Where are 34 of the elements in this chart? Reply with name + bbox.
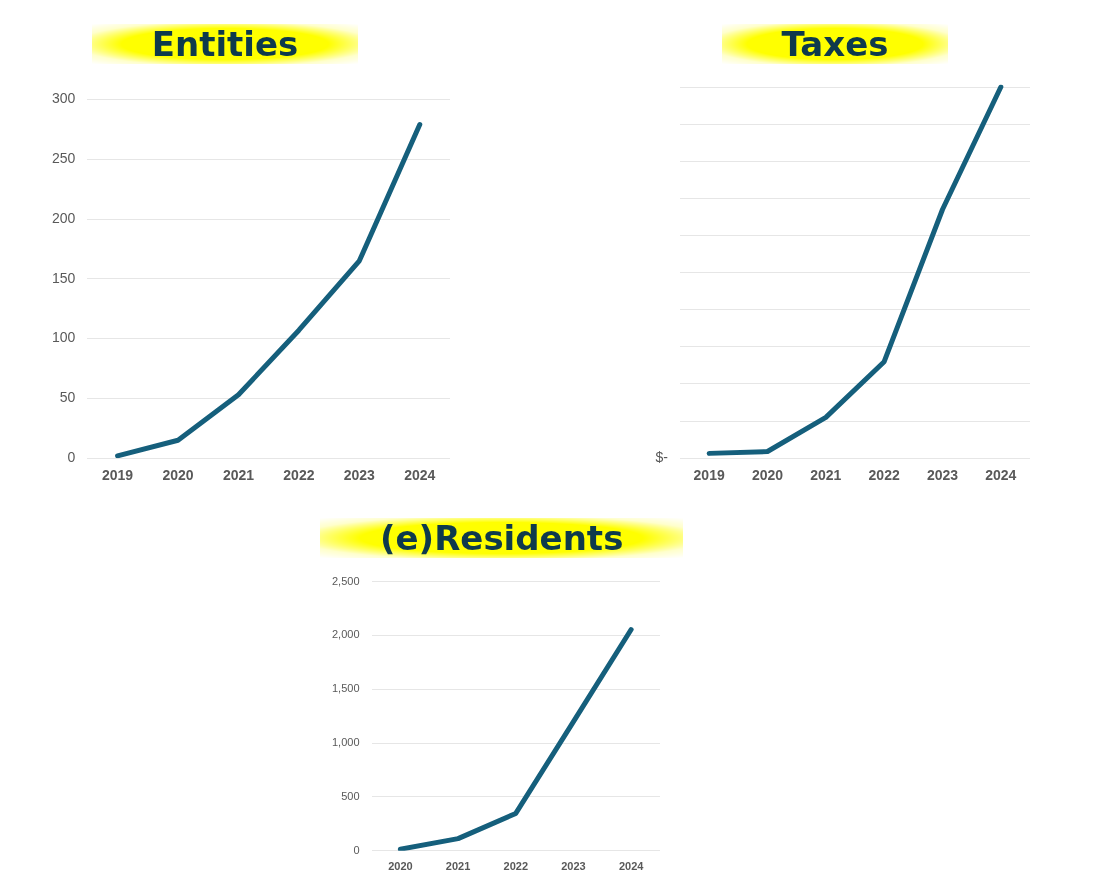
y-tick-label: 200	[52, 209, 76, 226]
x-tick-label: 2023	[926, 467, 959, 484]
chart-title: (e)Residents	[320, 518, 684, 558]
x-tick-label: 2023	[343, 467, 376, 484]
y-tick-label: 0	[353, 843, 360, 856]
x-tick-label: 2024	[618, 860, 645, 873]
y-tick-label: 2,500	[332, 574, 360, 587]
chart-title: Entities	[91, 24, 359, 64]
x-tick-label: 2019	[693, 467, 725, 484]
y-tick-label: 50	[59, 389, 76, 406]
text: $-	[655, 449, 669, 466]
x-tick-label: 2021	[222, 467, 255, 484]
y-tick-label: 0	[67, 449, 76, 466]
x-tick-label: 2021	[810, 467, 842, 484]
x-tick-label: 2020	[162, 467, 194, 484]
x-tick-label: 2021	[445, 860, 471, 873]
x-tick-label: 2019	[102, 467, 134, 484]
x-tick-label: 2020	[388, 860, 413, 873]
y-tick-label: 1,000	[332, 736, 360, 749]
x-tick-label: 2024	[985, 467, 1017, 484]
x-tick-label: 2022	[503, 860, 529, 873]
y-tick-label: 300	[52, 90, 76, 107]
y-tick-label: 500	[341, 789, 360, 802]
x-tick-label: 2023	[561, 860, 586, 873]
x-tick-label: 2020	[751, 467, 784, 484]
x-tick-label: 2022	[868, 467, 900, 484]
x-tick-label: 2022	[283, 467, 315, 484]
y-tick-label: 250	[52, 150, 76, 167]
y-tick-label: 100	[52, 329, 76, 346]
y-tick-label: 1,500	[332, 682, 360, 695]
x-tick-label: 2024	[404, 467, 436, 484]
y-tick-label: 2,000	[332, 628, 360, 641]
y-tick-label: 150	[52, 269, 76, 286]
chart-title: Taxes	[721, 24, 949, 64]
